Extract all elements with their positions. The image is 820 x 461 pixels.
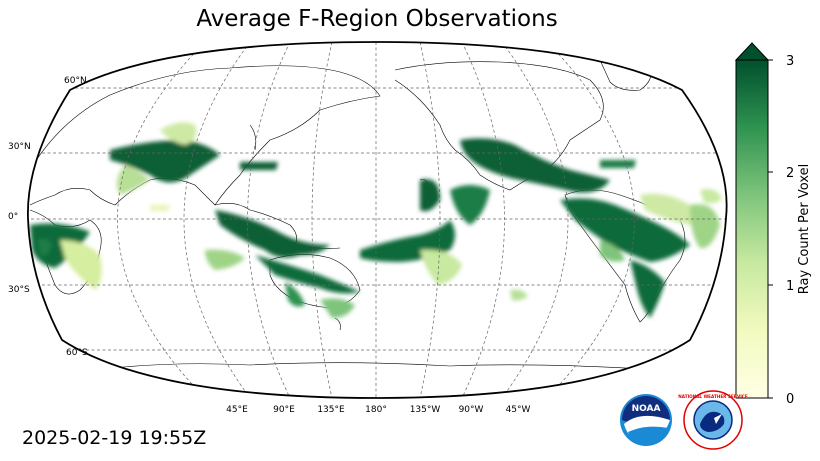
lon-label-45e: 45°E — [226, 405, 248, 415]
map-title: Average F-Region Observations — [196, 6, 558, 32]
colorbar-tick-2: 2 — [786, 166, 794, 181]
colorbar-gradient — [735, 59, 769, 399]
data-field — [30, 122, 722, 318]
lat-label-30n: 30°N — [8, 142, 31, 152]
globe-outline — [27, 41, 728, 399]
colorbar: 0 1 2 3 Ray Count Per Voxel — [734, 42, 812, 407]
lat-labels: 60°N 30°N 0° 30°S 60°S — [8, 76, 88, 358]
colorbar-tick-1: 1 — [786, 279, 794, 294]
lon-label-135w: 135°W — [410, 405, 441, 415]
lat-label-30s: 30°S — [8, 285, 30, 295]
nws-logo-text: NATIONAL WEATHER SERVICE — [678, 394, 748, 399]
lon-label-90w: 90°W — [459, 405, 484, 415]
lat-label-60n: 60°N — [64, 76, 87, 86]
colorbar-tick-0: 0 — [786, 392, 794, 407]
lon-labels: 45°E 90°E 135°E 180° 135°W 90°W 45°W — [226, 405, 530, 415]
map-globe — [27, 42, 727, 398]
colorbar-tick-3: 3 — [786, 54, 794, 69]
colorbar-extend-arrow — [734, 42, 770, 61]
lon-label-90e: 90°E — [273, 405, 295, 415]
nws-logo: NATIONAL WEATHER SERVICE — [678, 390, 748, 450]
lon-label-45w: 45°W — [506, 405, 531, 415]
noaa-logo-text: NOAA — [632, 404, 661, 414]
lat-label-60s: 60°S — [66, 348, 88, 358]
lon-label-135e: 135°E — [317, 405, 345, 415]
gridlines — [27, 42, 727, 398]
lon-label-180: 180° — [365, 405, 387, 415]
lat-label-0: 0° — [8, 212, 18, 222]
noaa-logo: NOAA — [620, 394, 672, 446]
timestamp: 2025-02-19 19:55Z — [22, 427, 207, 449]
colorbar-label: Ray Count Per Voxel — [797, 164, 812, 294]
